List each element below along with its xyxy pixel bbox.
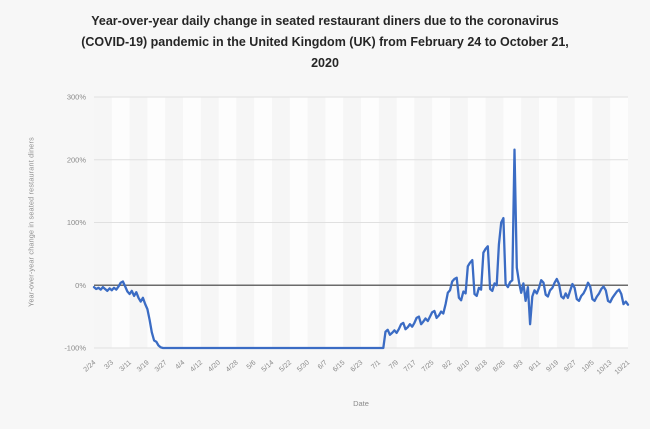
x-tick-label: 3/11 <box>119 359 134 373</box>
x-tick-label: 7/1 <box>370 359 382 371</box>
x-tick-label: 3/19 <box>136 359 151 373</box>
x-tick-label: 10/13 <box>596 359 614 376</box>
x-tick-label: 5/22 <box>278 359 293 373</box>
x-tick-label: 9/3 <box>513 359 525 371</box>
chart-title: Year-over-year daily change in seated re… <box>81 14 569 70</box>
x-tick-label: 4/12 <box>189 359 204 373</box>
x-tick-label: 2/24 <box>83 359 98 373</box>
x-tick-label: 9/19 <box>545 359 560 373</box>
x-tick-label: 8/18 <box>474 359 489 373</box>
data-line-series <box>92 148 630 350</box>
x-tick-label: 7/17 <box>403 359 418 373</box>
x-tick-label: 8/10 <box>456 359 471 373</box>
x-tick-label: 3/27 <box>154 359 169 373</box>
y-tick-label: 300% <box>67 93 87 102</box>
x-tick-label: 10/5 <box>581 359 596 373</box>
y-tick-label: 200% <box>67 155 87 164</box>
x-tick-label: 4/28 <box>225 359 240 373</box>
x-tick-label: 5/14 <box>261 359 276 373</box>
x-tick-label: 5/6 <box>246 359 258 371</box>
x-tick-label: 6/23 <box>350 359 365 373</box>
x-tick-label: 4/4 <box>174 359 186 371</box>
y-tick-label: 0% <box>75 281 86 290</box>
x-tick-label: 9/27 <box>563 359 578 373</box>
x-tick-label: 10/21 <box>614 359 632 376</box>
x-tick-label: 7/25 <box>421 359 436 373</box>
x-tick-label: 6/7 <box>317 359 329 371</box>
x-tick-label: 7/9 <box>388 359 400 371</box>
x-tick-label: 8/26 <box>492 359 507 373</box>
x-tick-label: 9/11 <box>528 359 543 373</box>
x-tick-label: 5/30 <box>296 359 311 373</box>
y-tick-label: -100% <box>64 344 86 353</box>
y-tick-label: 100% <box>67 218 87 227</box>
x-tick-label: 3/3 <box>103 359 115 371</box>
x-tick-label: 6/15 <box>332 359 347 373</box>
x-tick-label: 8/2 <box>441 359 453 371</box>
x-tick-label: 4/20 <box>207 359 222 373</box>
x-axis-title: Date <box>353 399 369 408</box>
